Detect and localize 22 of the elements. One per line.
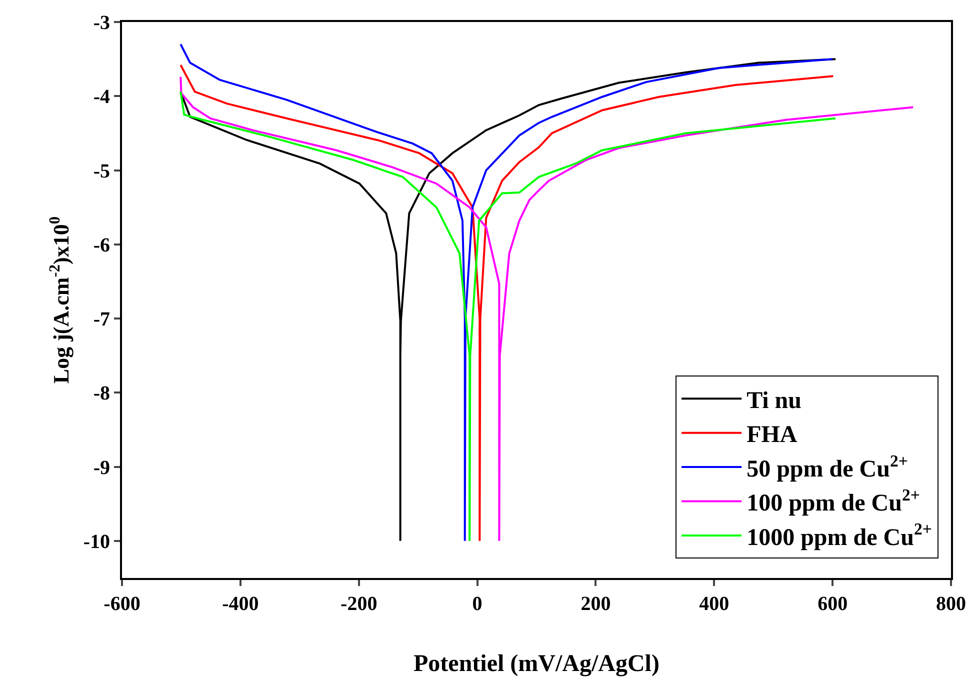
legend-label: 50 ppm de Cu$^{2+}$ [746,451,908,482]
legend-label: 100 ppm de Cu$^{2+}$ [746,486,920,517]
y-tick-label: -10 [83,530,110,553]
x-tick-label: -200 [340,593,378,615]
x-tick-label: 200 [580,593,611,615]
legend-label: 1000 ppm de Cu$^{2+}$ [746,520,932,551]
legend-label: FHA [746,422,798,448]
x-tick-label: 600 [818,593,848,615]
y-tick-label: -9 [93,456,110,479]
legend-label: Ti nu [746,388,802,414]
x-tick-label: -400 [222,593,259,615]
x-tick-label: 0 [472,593,482,615]
y-tick-label: -3 [93,12,110,34]
x-tick-label: 400 [699,593,730,615]
x-axis-title: Potentiel (mV/Ag/AgCl) [414,650,660,677]
y-tick-label: -7 [93,308,110,331]
x-tick-label: 800 [936,593,966,615]
y-tick-label: -8 [93,382,110,405]
y-tick-label: -5 [93,160,110,182]
x-tick-label: -600 [104,593,140,615]
y-tick-label: -6 [93,234,110,256]
y-tick-label: -4 [93,86,110,108]
